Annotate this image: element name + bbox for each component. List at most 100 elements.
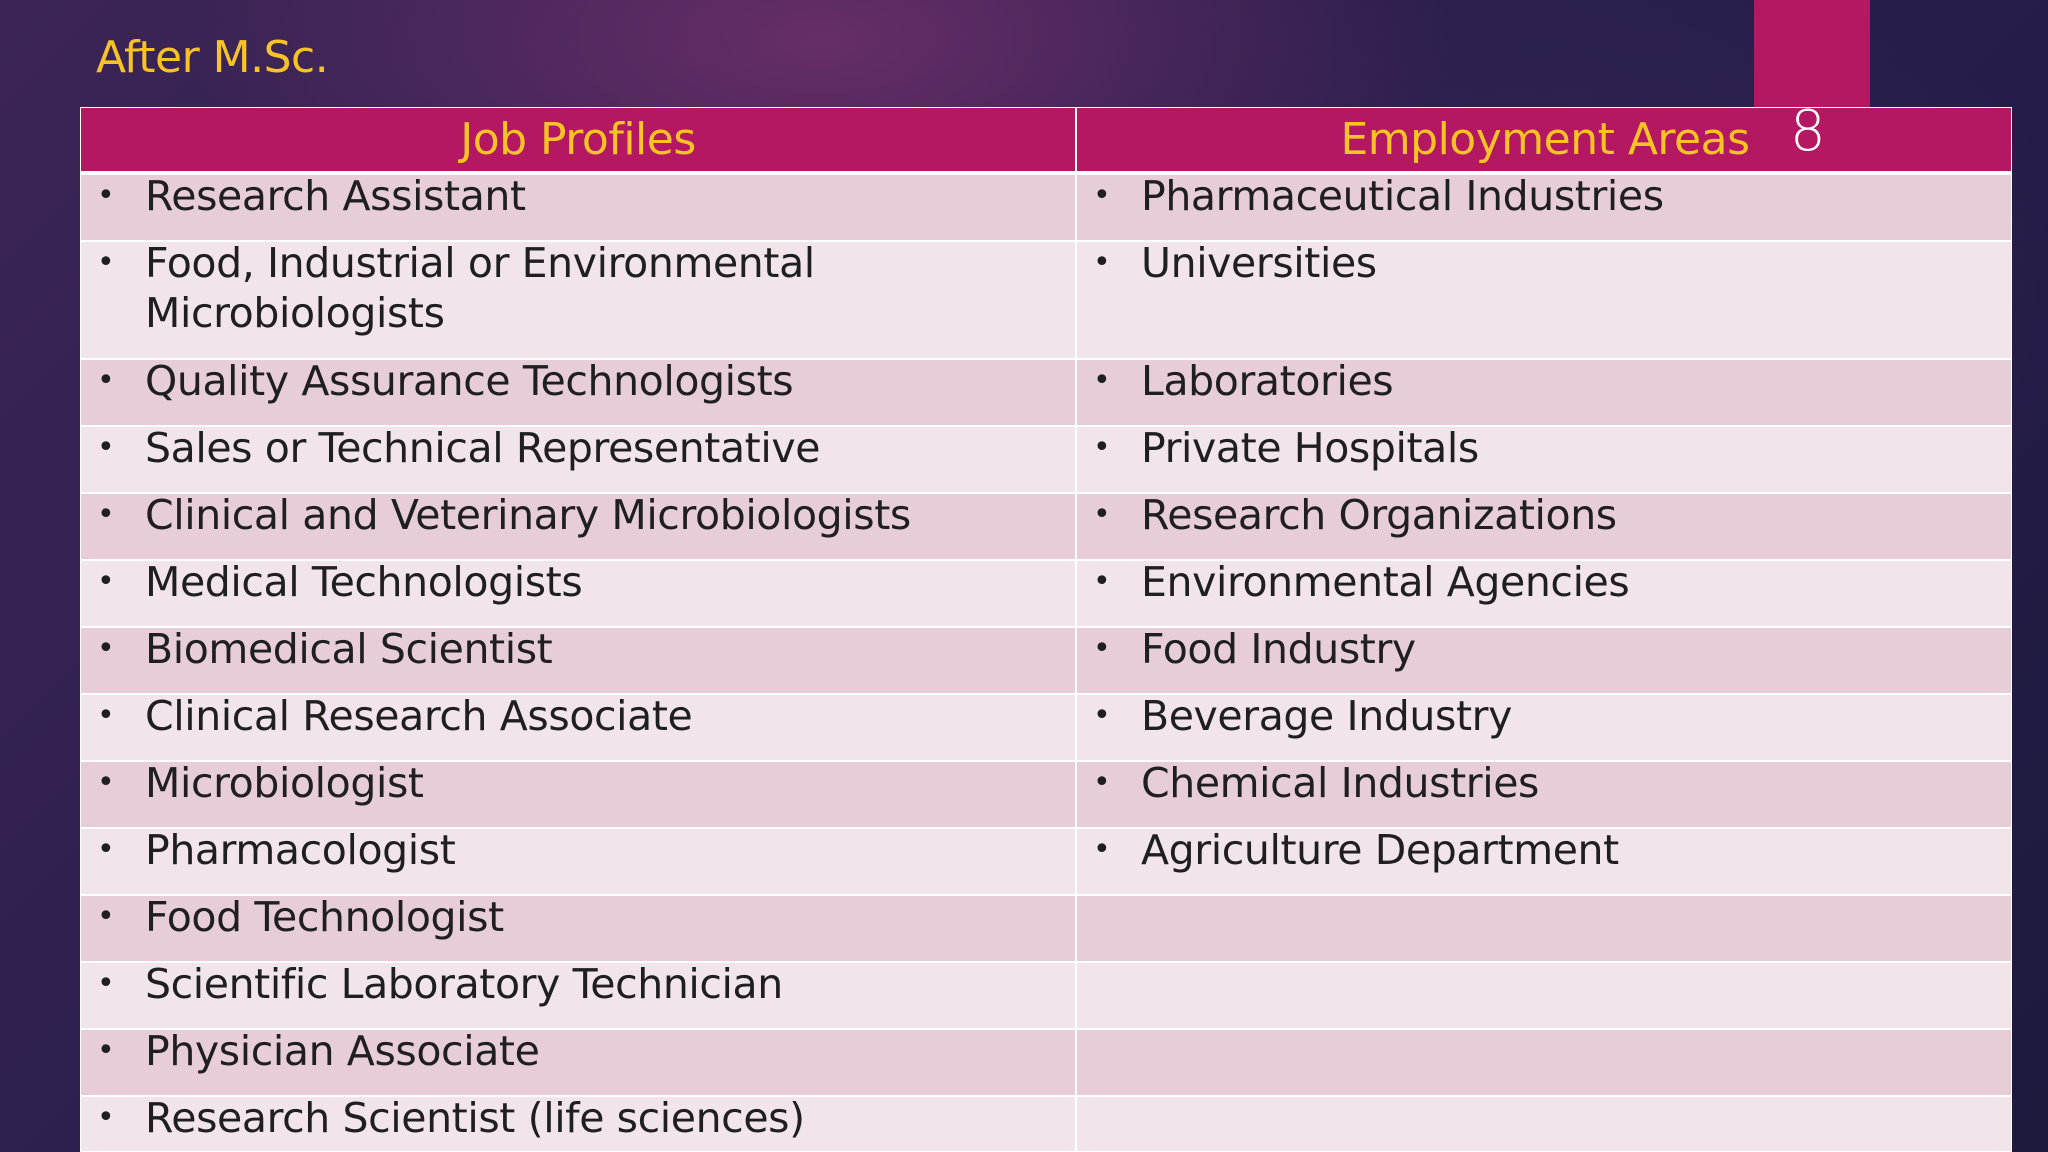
table-row: • Medical Technologists • Environmental Age… [81, 557, 2011, 627]
table-row: • Microbiologist • Chemical Industries [81, 758, 2011, 828]
table-row: • Quality Assurance Technologists • Laborat… [81, 356, 2011, 426]
employment-area-text: Laboratories [1141, 357, 1394, 405]
job-profile-cell: • Clinical and Veterinary Microbiologists [81, 490, 1077, 560]
bullet-icon: • [97, 631, 115, 666]
table-row: • Food Technologist [81, 892, 2011, 962]
bullet-icon: • [97, 178, 115, 213]
job-profile-text: Scientific Laboratory Technician [145, 960, 783, 1008]
bullet-icon: • [1093, 765, 1111, 800]
slide-title: After M.Sc. [96, 32, 329, 83]
bullet-icon: • [1093, 497, 1111, 532]
table-row: • Clinical and Veterinary Microbiologists… [81, 490, 2011, 560]
bullet-icon: • [97, 966, 115, 1001]
employment-area-cell: • Pharmaceutical Industries [1076, 171, 2011, 241]
list-item: • Laboratories [1077, 356, 2011, 406]
employment-area-cell [1076, 961, 2011, 1029]
list-item: • Microbiologist [81, 758, 1075, 808]
table-row: • Research Scientist (life sciences) [81, 1093, 2011, 1151]
employment-area-cell [1076, 894, 2011, 962]
list-item: • Research Scientist (life sciences) [81, 1093, 1075, 1143]
list-item: • Physician Associate [81, 1026, 1075, 1076]
job-profile-cell: • Quality Assurance Technologists [81, 356, 1077, 426]
job-profile-cell: • Physician Associate [81, 1026, 1077, 1096]
employment-area-cell: • Laboratories [1076, 356, 2011, 426]
bullet-icon: • [97, 363, 115, 398]
job-profile-text: Medical Technologists [145, 558, 583, 606]
employment-area-cell: • Agriculture Department [1076, 825, 2011, 895]
employment-area-text: Private Hospitals [1141, 424, 1479, 472]
job-profile-text: Food, Industrial or Environmental Microb… [145, 239, 815, 337]
employment-area-text: Research Organizations [1141, 491, 1617, 539]
employment-area-cell: • Environmental Agencies [1076, 557, 2011, 627]
employment-area-cell: • Private Hospitals [1076, 423, 2011, 493]
bullet-icon: • [1093, 698, 1111, 733]
list-item: • Chemical Industries [1077, 758, 2011, 808]
job-profile-cell: • Biomedical Scientist [81, 624, 1077, 694]
job-profile-cell: • Research Assistant [81, 171, 1077, 241]
table-row: • Sales or Technical Representative • Priva… [81, 423, 2011, 493]
table-row: • Physician Associate [81, 1026, 2011, 1096]
job-profile-cell: • Research Scientist (life sciences) [81, 1093, 1077, 1151]
employment-area-text: Pharmaceutical Industries [1141, 172, 1664, 220]
job-profile-text: Biomedical Scientist [145, 625, 553, 673]
bullet-icon: • [1093, 245, 1111, 280]
list-item: • Quality Assurance Technologists [81, 356, 1075, 406]
accent-tab [1754, 0, 1870, 108]
list-item: • Biomedical Scientist [81, 624, 1075, 674]
job-profile-cell: • Medical Technologists [81, 557, 1077, 627]
list-item: • Medical Technologists [81, 557, 1075, 607]
bullet-icon: • [97, 765, 115, 800]
employment-area-text: Agriculture Department [1141, 826, 1619, 874]
employment-area-cell: • Beverage Industry [1076, 692, 2011, 761]
job-profile-text: Pharmacologist [145, 826, 456, 874]
job-profile-cell: • Pharmacologist [81, 825, 1077, 895]
bullet-icon: • [97, 698, 115, 733]
employment-area-cell: • Food Industry [1076, 624, 2011, 694]
job-profile-text: Research Scientist (life sciences) [145, 1094, 805, 1142]
employment-area-cell: • Research Organizations [1076, 490, 2011, 560]
job-profile-text: Microbiologist [145, 759, 424, 807]
table-header-row: Job Profiles Employment Areas [81, 108, 2011, 175]
header-job-profiles: Job Profiles [81, 108, 1077, 175]
bullet-icon: • [97, 430, 115, 465]
employment-area-text: Universities [1141, 239, 1377, 287]
list-item: • Clinical and Veterinary Microbiologists [81, 490, 1075, 540]
bullet-icon: • [97, 564, 115, 599]
employment-area-cell [1076, 1095, 2011, 1151]
bullet-icon: • [97, 497, 115, 532]
job-profile-cell: • Clinical Research Associate [81, 692, 1077, 761]
employment-area-text: Beverage Industry [1141, 692, 1512, 740]
list-item: • Sales or Technical Representative [81, 423, 1075, 473]
employment-area-text: Chemical Industries [1141, 759, 1540, 807]
employment-area-text: Environmental Agencies [1141, 558, 1630, 606]
list-item: • Environmental Agencies [1077, 557, 2011, 607]
slide-number: 8 [1790, 99, 1826, 164]
bullet-icon: • [97, 245, 115, 280]
list-item: • Food Technologist [81, 892, 1075, 942]
table-row: • Clinical Research Associate • Beverage In… [81, 692, 2011, 761]
list-item: • Research Assistant [81, 171, 1075, 221]
table-row: • Food, Industrial or Environmental Micro… [81, 239, 2011, 359]
table-row: • Biomedical Scientist • Food Industry [81, 624, 2011, 694]
job-profile-text: Research Assistant [145, 172, 526, 220]
list-item: • Research Organizations [1077, 490, 2011, 540]
bullet-icon: • [1093, 430, 1111, 465]
bullet-icon: • [97, 1033, 115, 1068]
job-profile-cell: • Food, Industrial or Environmental Micro… [81, 239, 1077, 359]
bullet-icon: • [1093, 564, 1111, 599]
bullet-icon: • [1093, 178, 1111, 213]
bullet-icon: • [97, 1100, 115, 1135]
job-profile-text: Physician Associate [145, 1027, 540, 1075]
list-item: • Pharmaceutical Industries [1077, 171, 2011, 221]
list-item: • Food Industry [1077, 624, 2011, 674]
header-employment-areas: Employment Areas [1076, 108, 2011, 175]
list-item: • Pharmacologist [81, 825, 1075, 875]
career-table: Job Profiles Employment Areas • Research … [80, 107, 2012, 1152]
bullet-icon: • [1093, 363, 1111, 398]
list-item: • Agriculture Department [1077, 825, 2011, 875]
employment-area-text: Food Industry [1141, 625, 1416, 673]
employment-area-cell [1076, 1028, 2011, 1096]
employment-area-cell: • Universities [1076, 239, 2011, 359]
list-item: • Private Hospitals [1077, 423, 2011, 473]
table-body: • Research Assistant • Pharmaceutical Indus… [81, 171, 2011, 1151]
